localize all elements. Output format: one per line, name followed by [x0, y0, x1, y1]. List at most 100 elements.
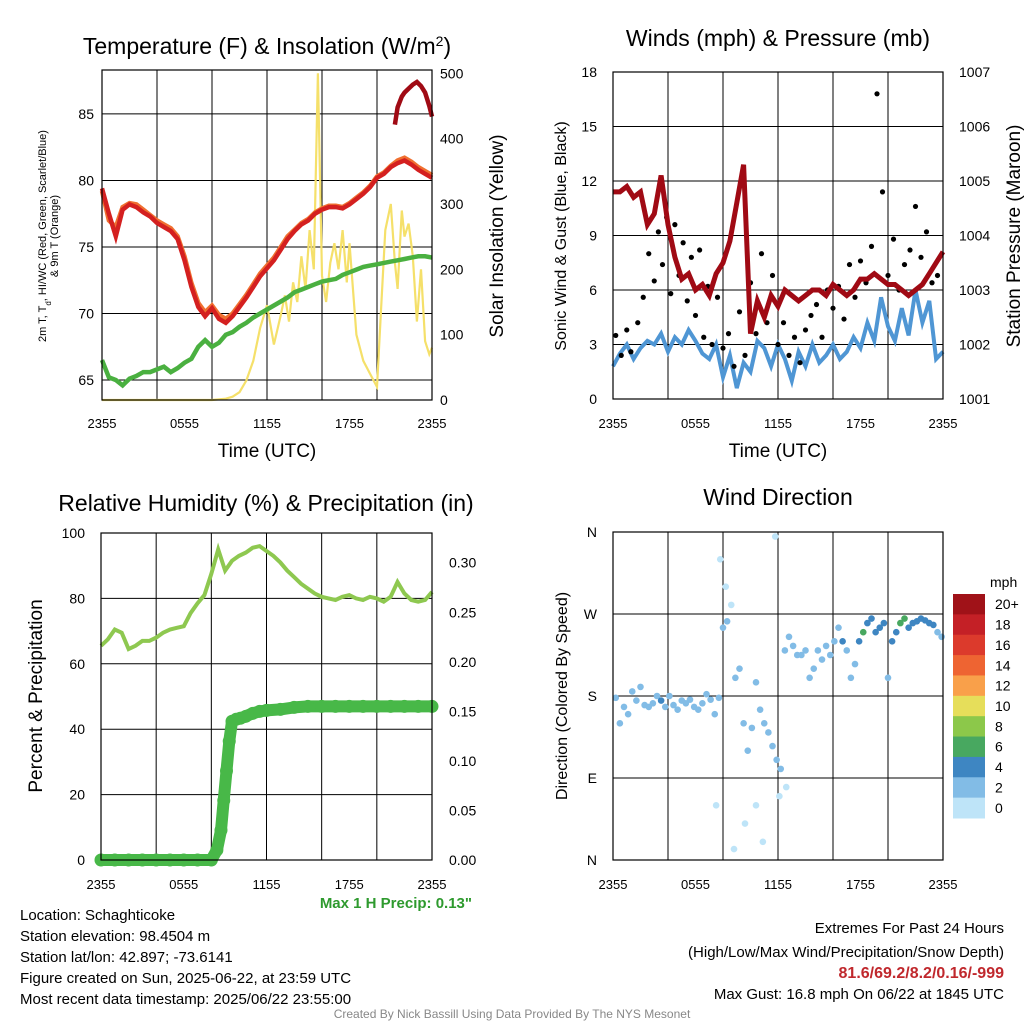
colorbar-swatch [953, 655, 985, 676]
colorbar-label: 8 [995, 718, 1003, 734]
direction-point [806, 674, 813, 682]
gust-point [841, 316, 847, 322]
x-tick-label: 2355 [87, 877, 116, 892]
x-tick-label: 2355 [599, 877, 628, 892]
pressure-line [613, 164, 946, 335]
humidity-grid [101, 533, 432, 860]
gust-point [659, 261, 666, 268]
gust-point [692, 312, 699, 319]
direction-point [855, 638, 863, 645]
y2-tick-label: 0.00 [449, 852, 476, 868]
temperature-series [99, 73, 435, 402]
direction-title: Wind Direction [703, 484, 853, 510]
temperature-x-ticks: 2355 0555 1155 1755 2355 [88, 416, 447, 431]
colorbar-label: 4 [995, 759, 1003, 775]
winds-series [611, 91, 946, 389]
pressure-ylabel: Station Pressure (Maroon) [1004, 125, 1024, 348]
temperature-y-ticks: 65 70 75 80 85 [78, 106, 94, 388]
y2-tick-label: 400 [440, 131, 464, 147]
precipitation-point [222, 734, 236, 748]
direction-point [736, 665, 743, 672]
dewpoint-line [99, 254, 433, 389]
direction-point [732, 674, 739, 682]
humidity-panel: Relative Humidity (%) & Precipitation (i… [26, 490, 476, 892]
colorbar-swatch [953, 777, 985, 799]
x-tick-label: 1755 [335, 416, 364, 431]
gust-point [725, 331, 732, 337]
direction-point [859, 628, 867, 636]
colorbar-swatch [953, 594, 985, 615]
direction-point [723, 617, 731, 625]
max-gust-text: Max Gust: 16.8 mph On 06/22 at 1845 UTC [713, 986, 1004, 1003]
gust-point [813, 301, 820, 308]
gust-point [879, 189, 886, 195]
humidity-x-ticks: 2355 0555 1155 1755 2355 [87, 877, 447, 892]
speed-colorbar: 20+ 18 16 14 12 10 8 6 4 2 0 [953, 594, 1019, 819]
direction-point [715, 694, 723, 702]
humidity-line [99, 542, 434, 652]
humidity-ylabel: Percent & Precipitation [26, 599, 47, 792]
direction-point [851, 660, 859, 668]
direction-point [711, 710, 719, 718]
direction-point [785, 633, 793, 641]
temperature-ylabel: 2m T, Td, HI/WC (Red, Green, Scarlet/Blu… [37, 130, 53, 342]
gust-point [934, 272, 941, 279]
y2-tick-label: 200 [440, 261, 464, 277]
direction-point [727, 601, 735, 609]
y-tick-label: 12 [581, 173, 597, 189]
gust-point [628, 349, 634, 355]
direction-point [892, 628, 900, 636]
colorbar-label: 20+ [995, 596, 1019, 612]
x-tick-label: 0555 [681, 416, 710, 431]
gust-point [720, 345, 726, 351]
x-tick-label: 1155 [764, 416, 792, 431]
colorbar-label: 14 [995, 657, 1011, 673]
direction-point [905, 624, 912, 631]
extremes-box: Extremes For Past 24 Hours (High/Low/Max… [688, 918, 1004, 1005]
colorbar-swatch [953, 614, 985, 636]
precipitation-point [287, 700, 301, 714]
direction-point [769, 742, 776, 750]
gust-point [780, 320, 787, 326]
y-tick-label: 60 [69, 656, 85, 672]
y2-tick-label: 0.05 [449, 802, 476, 818]
temperature-frame [101, 69, 433, 401]
gust-point [640, 294, 646, 300]
direction-point [756, 706, 764, 713]
winds-grid [613, 72, 943, 399]
gust-point [697, 247, 703, 253]
colorbar-swatch [953, 736, 985, 758]
gust-point [764, 320, 770, 326]
y-tick-label: 80 [78, 172, 94, 188]
extremes-title: Extremes For Past 24 Hours [814, 920, 1004, 937]
y2-tick-label: 1002 [959, 337, 990, 353]
gust-point [868, 243, 875, 249]
winds-y-ticks: 0 3 6 9 12 15 18 [581, 64, 597, 407]
y2-tick-label: 500 [440, 65, 464, 81]
recent-text: Most recent data timestamp: 2025/06/22 2… [20, 991, 352, 1008]
y-tick-label: W [584, 606, 598, 622]
direction-point [897, 619, 904, 627]
y-tick-label: 0 [77, 852, 85, 868]
precipitation-point [384, 699, 398, 713]
direction-point [814, 647, 822, 654]
direction-x-ticks: 2355 0555 1155 1755 2355 [599, 877, 958, 892]
x-tick-label: 1155 [253, 877, 281, 892]
direction-point [719, 624, 727, 631]
insolation-line [102, 73, 434, 402]
precipitation-point [260, 703, 273, 717]
gust-point [846, 261, 853, 268]
direction-point [847, 674, 855, 682]
x-tick-label: 1755 [846, 877, 875, 892]
direction-point [884, 674, 892, 682]
x-tick-label: 1155 [764, 877, 792, 892]
direction-point [674, 706, 681, 713]
temp-2m-line [99, 158, 434, 326]
x-tick-label: 2355 [929, 877, 958, 892]
gust-point [742, 352, 748, 358]
direction-point [789, 642, 797, 650]
gust-point [907, 247, 913, 253]
gust-point [736, 309, 743, 315]
direction-point [818, 656, 826, 663]
